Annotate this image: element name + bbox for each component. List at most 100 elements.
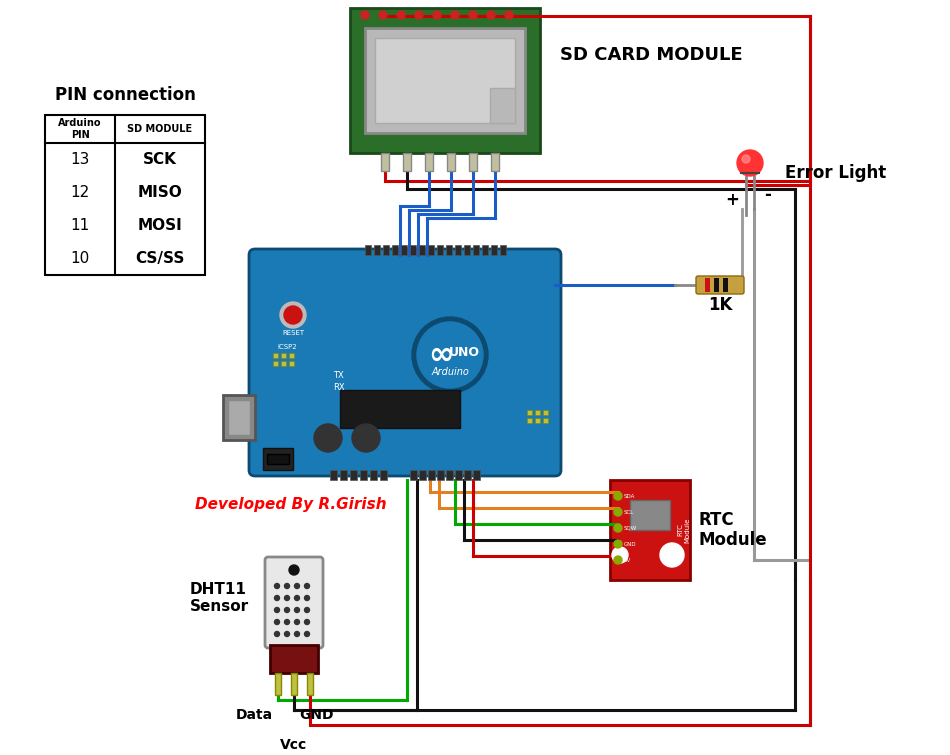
Bar <box>360 470 367 480</box>
Bar <box>263 448 293 470</box>
Circle shape <box>284 306 302 324</box>
Bar <box>281 353 286 358</box>
Circle shape <box>284 608 290 612</box>
Bar <box>464 470 471 480</box>
Circle shape <box>737 150 763 176</box>
Bar <box>732 278 737 292</box>
Bar <box>291 673 297 695</box>
Bar <box>365 245 371 255</box>
Circle shape <box>305 608 310 612</box>
Text: MOSI: MOSI <box>138 218 182 233</box>
Text: RESET: RESET <box>282 330 304 336</box>
Text: RX: RX <box>333 384 345 393</box>
Text: GND: GND <box>299 708 333 722</box>
Circle shape <box>305 584 310 588</box>
Bar <box>223 395 255 440</box>
Circle shape <box>469 11 477 19</box>
Circle shape <box>305 631 310 636</box>
Text: 5V: 5V <box>624 557 631 562</box>
Bar <box>428 245 434 255</box>
Circle shape <box>742 155 750 163</box>
Text: SCK: SCK <box>143 152 177 167</box>
Circle shape <box>361 11 369 19</box>
Bar <box>350 8 540 153</box>
Circle shape <box>275 596 279 600</box>
Bar <box>723 278 728 292</box>
Bar <box>437 470 444 480</box>
Bar <box>419 245 425 255</box>
Text: Data: Data <box>236 708 273 722</box>
Text: Vcc: Vcc <box>280 738 308 752</box>
Circle shape <box>284 631 290 636</box>
Text: 10: 10 <box>70 251 89 266</box>
Circle shape <box>451 11 459 19</box>
Bar <box>447 153 455 171</box>
Bar <box>630 500 670 530</box>
Bar <box>500 245 506 255</box>
Bar <box>425 153 433 171</box>
Circle shape <box>284 596 290 600</box>
Bar <box>455 245 461 255</box>
Circle shape <box>305 596 310 600</box>
Circle shape <box>275 608 279 612</box>
Bar <box>464 245 470 255</box>
Bar <box>410 470 417 480</box>
Circle shape <box>397 11 405 19</box>
Bar <box>273 353 278 358</box>
Circle shape <box>294 631 299 636</box>
Bar <box>491 153 499 171</box>
FancyBboxPatch shape <box>696 276 744 294</box>
Bar <box>273 361 278 366</box>
Bar <box>535 418 540 423</box>
Bar <box>473 470 480 480</box>
Bar <box>270 645 318 673</box>
Circle shape <box>275 584 279 588</box>
Circle shape <box>294 620 299 624</box>
Circle shape <box>314 424 342 452</box>
Circle shape <box>614 540 622 548</box>
Text: Developed By R.Girish: Developed By R.Girish <box>195 498 387 513</box>
Circle shape <box>294 596 299 600</box>
FancyBboxPatch shape <box>249 249 561 476</box>
Bar <box>446 470 453 480</box>
Text: +: + <box>725 191 739 209</box>
Bar <box>410 245 416 255</box>
Bar <box>403 153 411 171</box>
Circle shape <box>275 631 279 636</box>
Text: -: - <box>765 186 771 204</box>
Circle shape <box>433 11 441 19</box>
Bar <box>370 470 377 480</box>
Bar <box>446 245 452 255</box>
Circle shape <box>487 11 495 19</box>
Circle shape <box>294 608 299 612</box>
Circle shape <box>612 547 628 563</box>
Circle shape <box>415 11 423 19</box>
Text: Error Light: Error Light <box>785 164 886 182</box>
Bar <box>490 88 515 123</box>
Text: GND: GND <box>624 541 636 547</box>
Bar <box>375 38 515 123</box>
Text: RTC
Module: RTC Module <box>698 510 767 550</box>
Text: DHT11
Sensor: DHT11 Sensor <box>190 582 249 615</box>
Bar <box>330 470 337 480</box>
Text: ICSP2: ICSP2 <box>277 344 296 350</box>
Bar <box>714 278 719 292</box>
Circle shape <box>294 584 299 588</box>
Bar <box>267 454 289 464</box>
Circle shape <box>275 620 279 624</box>
Text: 1K: 1K <box>708 296 732 314</box>
Circle shape <box>379 11 387 19</box>
Bar <box>543 418 548 423</box>
Bar <box>340 470 347 480</box>
Bar <box>380 470 387 480</box>
Text: SCL: SCL <box>624 510 635 514</box>
Text: UNO: UNO <box>448 347 480 359</box>
Text: SQW: SQW <box>624 525 637 531</box>
Text: SDA: SDA <box>624 494 636 498</box>
Circle shape <box>284 584 290 588</box>
Bar <box>705 278 710 292</box>
Bar <box>350 470 357 480</box>
Text: SD CARD MODULE: SD CARD MODULE <box>560 46 743 64</box>
Circle shape <box>412 317 488 393</box>
Circle shape <box>289 565 299 575</box>
